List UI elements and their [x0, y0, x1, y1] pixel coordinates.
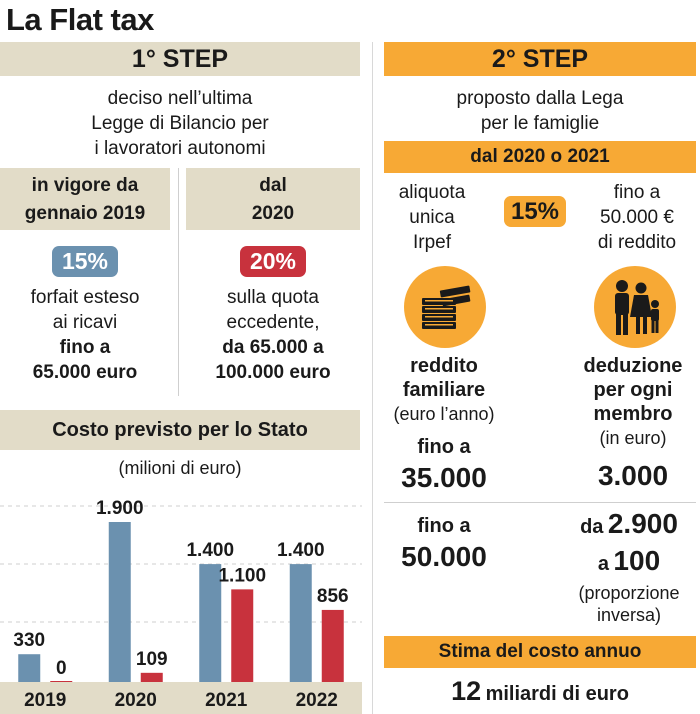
col1-header-line: in vigore da: [31, 175, 139, 196]
reddito-fino-a-2: fino a: [417, 515, 471, 537]
data-label-2022-series2: 856: [317, 586, 349, 607]
limit-line: 50.000 €: [600, 207, 674, 228]
limit-label: fino a 50.000 € di reddito: [576, 180, 698, 255]
col2-line: eccedente,: [226, 312, 320, 333]
column-divider: [178, 168, 179, 396]
bar-2020-series2: [140, 672, 163, 682]
rate-badge-container: 15%: [496, 196, 574, 227]
tick-label-2019: 2019: [24, 690, 66, 711]
range-note-line: inversa): [596, 605, 662, 625]
period-banner: dal 2020 o 2021: [384, 141, 696, 173]
half-divider: [372, 42, 373, 714]
step1-desc-line: i lavoratori autonomi: [94, 138, 266, 159]
range-from: 2.900: [607, 508, 678, 539]
data-label-2020-series1: 1.900: [96, 498, 144, 519]
tick-label-2021: 2021: [205, 690, 248, 711]
bar-2019-series2: [50, 681, 73, 682]
range-note-line: (proporzione: [578, 583, 680, 603]
step2-description: proposto dalla Lega per le famiglie: [384, 86, 696, 136]
cost-unit: (milioni di euro): [118, 458, 242, 478]
bar-2019-series1: [18, 654, 41, 682]
rate-badge-15: 15%: [51, 246, 119, 277]
col2-bold-line: 100.000 euro: [215, 362, 331, 383]
rate-badge-20: 20%: [239, 246, 307, 277]
aliquota-line: unica: [409, 207, 455, 228]
tick-label-2022: 2022: [296, 690, 338, 711]
cost-estimate-unit: miliardi di euro: [485, 683, 629, 705]
reddito-block: reddito familiare (euro l’anno) fino a 3…: [384, 354, 504, 494]
bar-2022-series1: [289, 564, 312, 682]
deduzione-value-1: 3.000: [597, 460, 669, 491]
rate-badge-15-orange: 15%: [503, 196, 567, 227]
cost-estimate-number: 12: [451, 676, 482, 706]
deduzione-head-line: membro: [593, 403, 673, 425]
col1-header: in vigore da gennaio 2019: [0, 168, 170, 230]
col1-header-line: gennaio 2019: [24, 203, 146, 224]
reddito-value-2: 50.000: [401, 541, 487, 572]
bar-2020-series1: [108, 522, 131, 682]
cost-bar-chart: 330 0 2019 1.900 109 2020 1.400 1.100 2021 1.400 8…: [0, 498, 362, 714]
tick-label-2020: 2020: [115, 690, 157, 711]
reddito-value-1: 35.000: [401, 462, 487, 493]
col2-body: 20% sulla quota eccedente, da 65.000 a 1…: [186, 246, 360, 385]
page-title: La Flat tax: [6, 2, 154, 37]
step1-header: 1° STEP: [0, 42, 360, 76]
cost-header: Costo previsto per lo Stato: [0, 410, 360, 450]
family-icon: [594, 266, 676, 348]
reddito-sub: (euro l’anno): [393, 404, 495, 424]
col1-line: forfait esteso: [30, 287, 140, 308]
range-prefix: da: [580, 516, 604, 538]
step1-desc-line: Legge di Bilancio per: [91, 113, 269, 134]
cost-estimate-banner: Stima del costo annuo: [384, 636, 696, 668]
range-to: 100: [613, 545, 661, 576]
col2-bold-line: da 65.000 a: [222, 337, 324, 358]
data-label-2021-series1: 1.400: [186, 540, 234, 561]
col1-body: 15% forfait esteso ai ricavi fino a 65.0…: [0, 246, 170, 385]
step1-description: deciso nell’ultima Legge di Bilancio per…: [0, 86, 360, 161]
data-label-2019-series2: 0: [56, 658, 67, 679]
deduzione-head-line: deduzione: [583, 355, 683, 377]
col1-bold-line: 65.000 euro: [32, 362, 138, 383]
cost-estimate-value: 12 miliardi di euro: [384, 674, 696, 713]
deduzione-sub: (in euro): [599, 428, 667, 448]
col1-line: ai ricavi: [52, 312, 118, 333]
col2-header-line: 2020: [251, 203, 295, 224]
reddito-fino-a: fino a: [417, 436, 471, 458]
aliquota-line: aliquota: [398, 182, 466, 203]
bar-2022-series2: [321, 609, 344, 682]
reddito-head-line: reddito: [410, 355, 478, 377]
col1-bold-line: fino a: [59, 337, 111, 358]
step2-desc-line: per le famiglie: [480, 113, 600, 134]
deduzione-block: deduzione per ogni membro (in euro) 3.00…: [566, 354, 700, 492]
reddito-head-line: familiare: [402, 379, 486, 401]
x-axis-band: [0, 682, 362, 714]
col2-header: dal 2020: [186, 168, 360, 230]
row-divider: [384, 502, 696, 503]
bar-2021-series2: [231, 589, 254, 682]
data-label-2019-series1: 330: [13, 630, 45, 651]
bar-2021-series1: [199, 564, 222, 682]
range-mid: a: [597, 553, 609, 575]
aliquota-line: Irpef: [412, 232, 452, 253]
deduzione-row2: da 2.900 a 100 (proporzione inversa): [558, 508, 700, 626]
deduzione-head-line: per ogni: [593, 379, 673, 401]
limit-line: fino a: [613, 182, 661, 203]
step2-header: 2° STEP: [384, 42, 696, 76]
reddito-row2: fino a 50.000: [384, 512, 504, 574]
data-label-2022-series1: 1.400: [277, 540, 325, 561]
step1-desc-line: deciso nell’ultima: [107, 88, 253, 109]
data-label-2020-series2: 109: [136, 649, 168, 670]
col2-header-line: dal: [259, 175, 287, 196]
money-stack-icon: [404, 266, 486, 348]
col2-line: sulla quota: [227, 287, 319, 308]
step2-desc-line: proposto dalla Lega: [456, 88, 624, 109]
data-label-2021-series2: 1.100: [218, 565, 266, 586]
aliquota-label: aliquota unica Irpef: [388, 180, 476, 255]
limit-line: di reddito: [597, 232, 677, 253]
